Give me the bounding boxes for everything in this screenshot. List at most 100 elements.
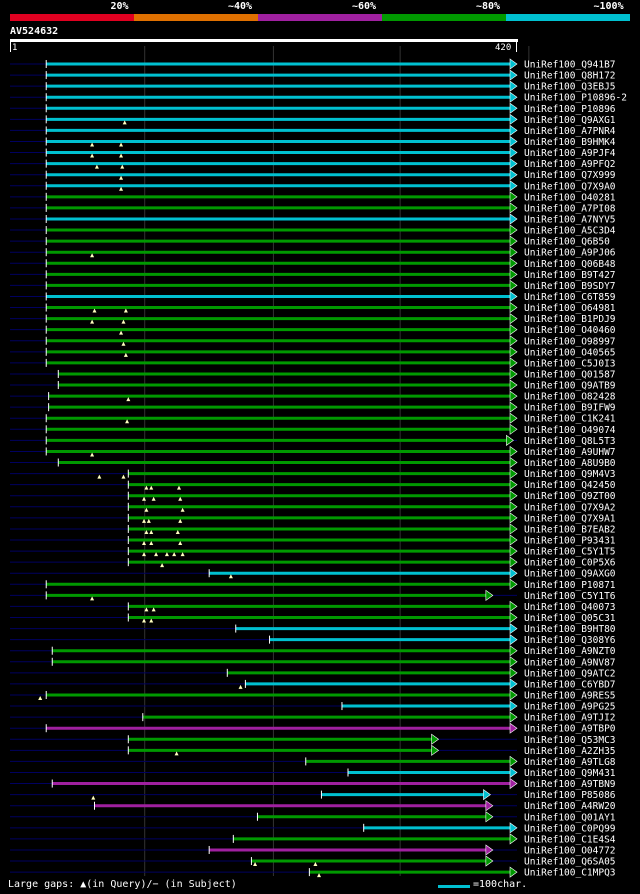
gap-marker xyxy=(313,862,318,867)
hit-label: UniRef100_Q9ATC2 xyxy=(524,668,616,679)
hit-label: UniRef100_C6YBD7 xyxy=(524,679,616,690)
hit-label: UniRef100_A8U9B0 xyxy=(524,458,616,469)
gap-marker xyxy=(172,552,177,557)
gap-marker xyxy=(178,496,183,501)
hit-arrow xyxy=(509,468,518,480)
hit-arrow xyxy=(509,279,518,291)
legend-label: ~100% xyxy=(593,1,624,12)
gap-marker xyxy=(123,352,128,357)
hit-arrow xyxy=(485,589,494,601)
hit-arrow xyxy=(509,656,518,668)
hit-arrow xyxy=(509,102,518,114)
hit-arrow xyxy=(509,567,518,579)
gap-marker xyxy=(121,319,126,324)
hit-arrow xyxy=(509,401,518,413)
ruler-end-label: 420 xyxy=(495,43,512,53)
hit-arrow xyxy=(509,180,518,192)
hit-arrow xyxy=(509,766,518,779)
hit-label: UniRef100_O98997 xyxy=(524,336,616,347)
legend-segment xyxy=(10,14,134,21)
gap-marker xyxy=(94,164,99,169)
hit-label: UniRef100_A7PNR4 xyxy=(524,126,616,137)
hit-arrow xyxy=(509,135,518,148)
hit-arrow xyxy=(509,268,518,280)
hit-label: UniRef100_P10896 xyxy=(524,104,616,115)
gap-marker xyxy=(90,153,95,158)
hit-label: UniRef100_B9HMK4 xyxy=(524,137,616,148)
legend-label: ~40% xyxy=(228,1,253,12)
gap-marker xyxy=(90,596,95,601)
hit-arrow xyxy=(509,634,518,646)
gap-marker xyxy=(151,607,156,612)
hit-arrow xyxy=(509,456,518,469)
hit-label: UniRef100_A9TBN9 xyxy=(524,779,616,790)
hit-arrow xyxy=(509,423,518,435)
hit-arrow xyxy=(509,246,518,258)
gap-marker xyxy=(180,507,185,512)
hit-label: UniRef100_C1MPQ3 xyxy=(524,868,616,879)
hit-arrow xyxy=(509,313,518,325)
hit-label: UniRef100_O64981 xyxy=(524,303,616,314)
hit-arrow xyxy=(431,733,440,745)
hit-arrow xyxy=(509,390,518,402)
hit-arrow xyxy=(509,689,518,701)
hit-arrow xyxy=(509,169,518,181)
gap-marker xyxy=(317,873,322,878)
gap-marker xyxy=(144,485,149,490)
hit-arrow xyxy=(509,91,518,103)
hit-label: UniRef100_Q9AXG0 xyxy=(524,569,616,580)
hit-label: UniRef100_O40460 xyxy=(524,325,616,336)
hit-label: UniRef100_Q7X9A0 xyxy=(524,181,616,192)
hit-label: UniRef100_Q941B7 xyxy=(524,60,616,71)
hit-label: UniRef100_C5Y1T5 xyxy=(524,547,616,558)
gap-legend: Large gaps: ▲(in Query)/− (in Subject) xyxy=(8,879,237,890)
gap-marker xyxy=(141,541,146,546)
hit-label: UniRef100_A7NYV5 xyxy=(524,214,616,225)
hit-label: UniRef100_A5C3D4 xyxy=(524,226,616,237)
hit-arrow xyxy=(509,700,518,712)
hit-arrow xyxy=(509,501,518,513)
hit-label: UniRef100_Q9ZT00 xyxy=(524,491,616,502)
hit-label: UniRef100_A9PJF4 xyxy=(524,148,616,159)
gap-marker xyxy=(178,541,183,546)
hit-arrow xyxy=(485,855,494,867)
gap-marker xyxy=(126,397,131,402)
gap-marker xyxy=(119,153,124,158)
legend-segment xyxy=(258,14,382,21)
gap-marker xyxy=(144,607,149,612)
hit-arrow xyxy=(509,445,518,458)
hit-label: UniRef100_C0PQ99 xyxy=(524,823,616,834)
gap-marker xyxy=(38,695,43,700)
hit-label: UniRef100_Q53MC3 xyxy=(524,735,616,746)
hit-label: UniRef100_B1PDJ9 xyxy=(524,314,616,325)
gap-marker xyxy=(175,529,180,534)
gap-marker xyxy=(238,684,243,689)
gap-marker xyxy=(174,751,179,756)
legend-label: 20% xyxy=(110,1,129,12)
hit-arrow xyxy=(509,822,518,834)
hit-arrow xyxy=(509,645,518,657)
gap-marker xyxy=(90,253,95,258)
hit-label: UniRef100_Q9AXG1 xyxy=(524,115,616,126)
hit-arrow xyxy=(509,678,518,690)
hit-arrow xyxy=(509,545,518,557)
hit-arrow xyxy=(485,844,494,856)
hit-arrow xyxy=(509,722,518,734)
hit-label: UniRef100_A4RW20 xyxy=(524,801,616,812)
hit-arrow xyxy=(509,600,518,613)
hit-label: UniRef100_Q3EBJ5 xyxy=(524,82,616,93)
hit-arrow xyxy=(509,490,518,502)
gap-marker xyxy=(121,474,126,479)
hit-label: UniRef100_A9UHW7 xyxy=(524,447,616,458)
hit-label: UniRef100_B9T427 xyxy=(524,270,616,281)
gap-marker xyxy=(120,164,125,169)
hit-arrow xyxy=(509,578,518,590)
hit-label: UniRef100_O40281 xyxy=(524,192,616,203)
hit-label: UniRef100_Q9M4V3 xyxy=(524,469,616,480)
hit-arrow xyxy=(509,224,518,236)
hit-label: UniRef100_Q01AY1 xyxy=(524,812,616,823)
identity-legend-bar: 20% ~40% ~60% ~80% ~100% xyxy=(10,1,630,21)
hit-label: UniRef100_B9SDY7 xyxy=(524,281,616,292)
hit-arrow xyxy=(509,534,518,546)
hit-arrow xyxy=(509,667,518,679)
